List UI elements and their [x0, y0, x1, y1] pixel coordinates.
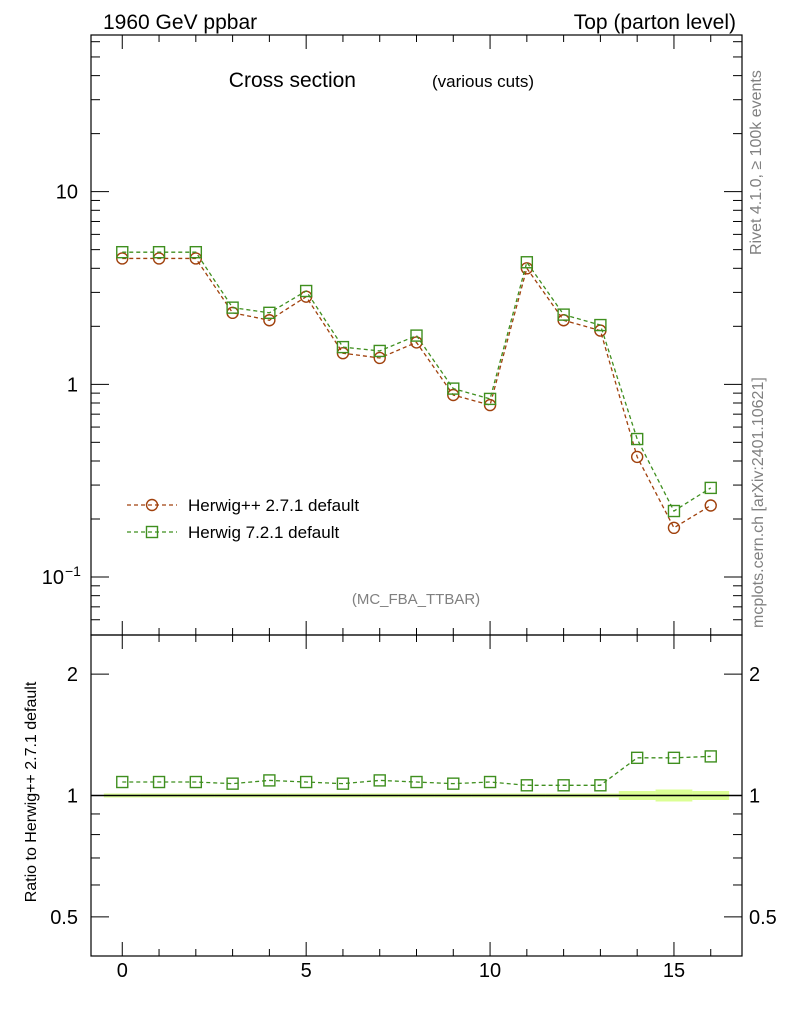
ratio-point [667, 751, 681, 765]
y-tick-label: 10 [42, 567, 64, 589]
x-tick-label: 15 [663, 960, 685, 982]
ratio-point [263, 774, 276, 787]
ratio-y-tick-labels: 0.5 0.5 1 1 2 2 [50, 664, 777, 929]
ratio-line [122, 755, 711, 786]
rivet-label: Rivet 4.1.0, ≥ 100k events [748, 70, 765, 255]
x-tick-label: 10 [479, 960, 501, 982]
ratio-point [116, 775, 129, 789]
data-point [410, 336, 423, 349]
y-tick-exponent: −1 [65, 563, 81, 579]
ratio-y-tick-label-right: 1 [749, 786, 760, 808]
ratio-point [557, 779, 570, 792]
data-point [483, 398, 497, 412]
data-point [116, 252, 129, 265]
legend-label-herwigpp: Herwig++ 2.7.1 default [188, 496, 359, 515]
data-point [152, 245, 166, 259]
ratio-point [410, 775, 423, 789]
data-point [116, 245, 129, 259]
legend-label-herwig7: Herwig 7.2.1 default [188, 523, 339, 542]
ratio-point [189, 775, 203, 789]
x-tick-label: 0 [117, 960, 128, 982]
left-title: 1960 GeV ppbar [103, 11, 257, 34]
y-tick-label: 1 [67, 374, 78, 396]
ratio-point [704, 750, 717, 763]
analysis-label: (MC_FBA_TTBAR) [352, 591, 480, 608]
data-point [373, 351, 386, 365]
ratio-y-tick-label: 1 [67, 786, 78, 808]
data-point [667, 504, 681, 518]
chart-title: Cross section [229, 69, 356, 92]
legend-marker-herwigpp [145, 498, 159, 512]
main-frame [90, 34, 743, 636]
data-point [263, 306, 276, 320]
right-title: Top (parton level) [574, 11, 736, 34]
ratio-y-tick-label: 0.5 [50, 907, 78, 929]
ratio-point [447, 777, 460, 790]
data-point [520, 256, 534, 269]
ratio-y-tick-label: 2 [67, 664, 78, 686]
data-point [704, 481, 717, 495]
ratio-point [594, 779, 607, 792]
ratio-series-layer [116, 750, 717, 792]
data-point [630, 432, 644, 446]
data-point [226, 301, 239, 314]
data-point [410, 329, 423, 342]
x-tick-label: 5 [301, 960, 312, 982]
ratio-y-tick-label-right: 0.5 [749, 907, 777, 929]
data-point [557, 308, 570, 321]
ratio-point [152, 775, 166, 789]
legend: Herwig++ 2.7.1 default Herwig 7.2.1 defa… [127, 496, 359, 542]
data-point [704, 499, 717, 512]
data-point [336, 340, 350, 354]
ratio-point [226, 777, 239, 790]
ratio-y-tick-label-right: 2 [749, 664, 760, 686]
ratio-panel: 0.5 0.5 1 1 2 2 Ratio to Herwig++ 2.7.1 defau… [23, 634, 777, 957]
data-point [447, 388, 460, 402]
data-point [299, 284, 313, 298]
ratio-point [630, 751, 644, 765]
series-layer [116, 245, 717, 535]
data-point [263, 314, 276, 327]
ratio-y-axis-label: Ratio to Herwig++ 2.7.1 default [23, 681, 40, 902]
series-line [122, 257, 712, 529]
ratio-point [299, 775, 313, 789]
ratio-axis-ticks [91, 635, 742, 957]
data-point [373, 344, 386, 358]
data-point [483, 392, 497, 406]
data-point [667, 521, 681, 535]
ratio-point [483, 775, 497, 789]
data-point [447, 382, 460, 395]
legend-marker-herwig7 [145, 525, 159, 539]
x-tick-labels: 0 5 10 15 [117, 960, 685, 982]
data-point [189, 252, 203, 265]
ratio-point [520, 779, 534, 792]
y-tick-label: 10 [56, 182, 78, 204]
series-line [122, 251, 712, 512]
data-point [189, 245, 203, 259]
ratio-point [373, 774, 386, 787]
main-axis-ticks [91, 35, 742, 636]
data-point [152, 252, 166, 265]
data-point [630, 450, 644, 464]
ratio-point [336, 777, 350, 790]
chart-subtitle: (various cuts) [432, 72, 534, 91]
mcplots-label: mcplots.cern.ch [arXiv:2401.10621] [750, 377, 767, 628]
data-point [594, 318, 607, 332]
